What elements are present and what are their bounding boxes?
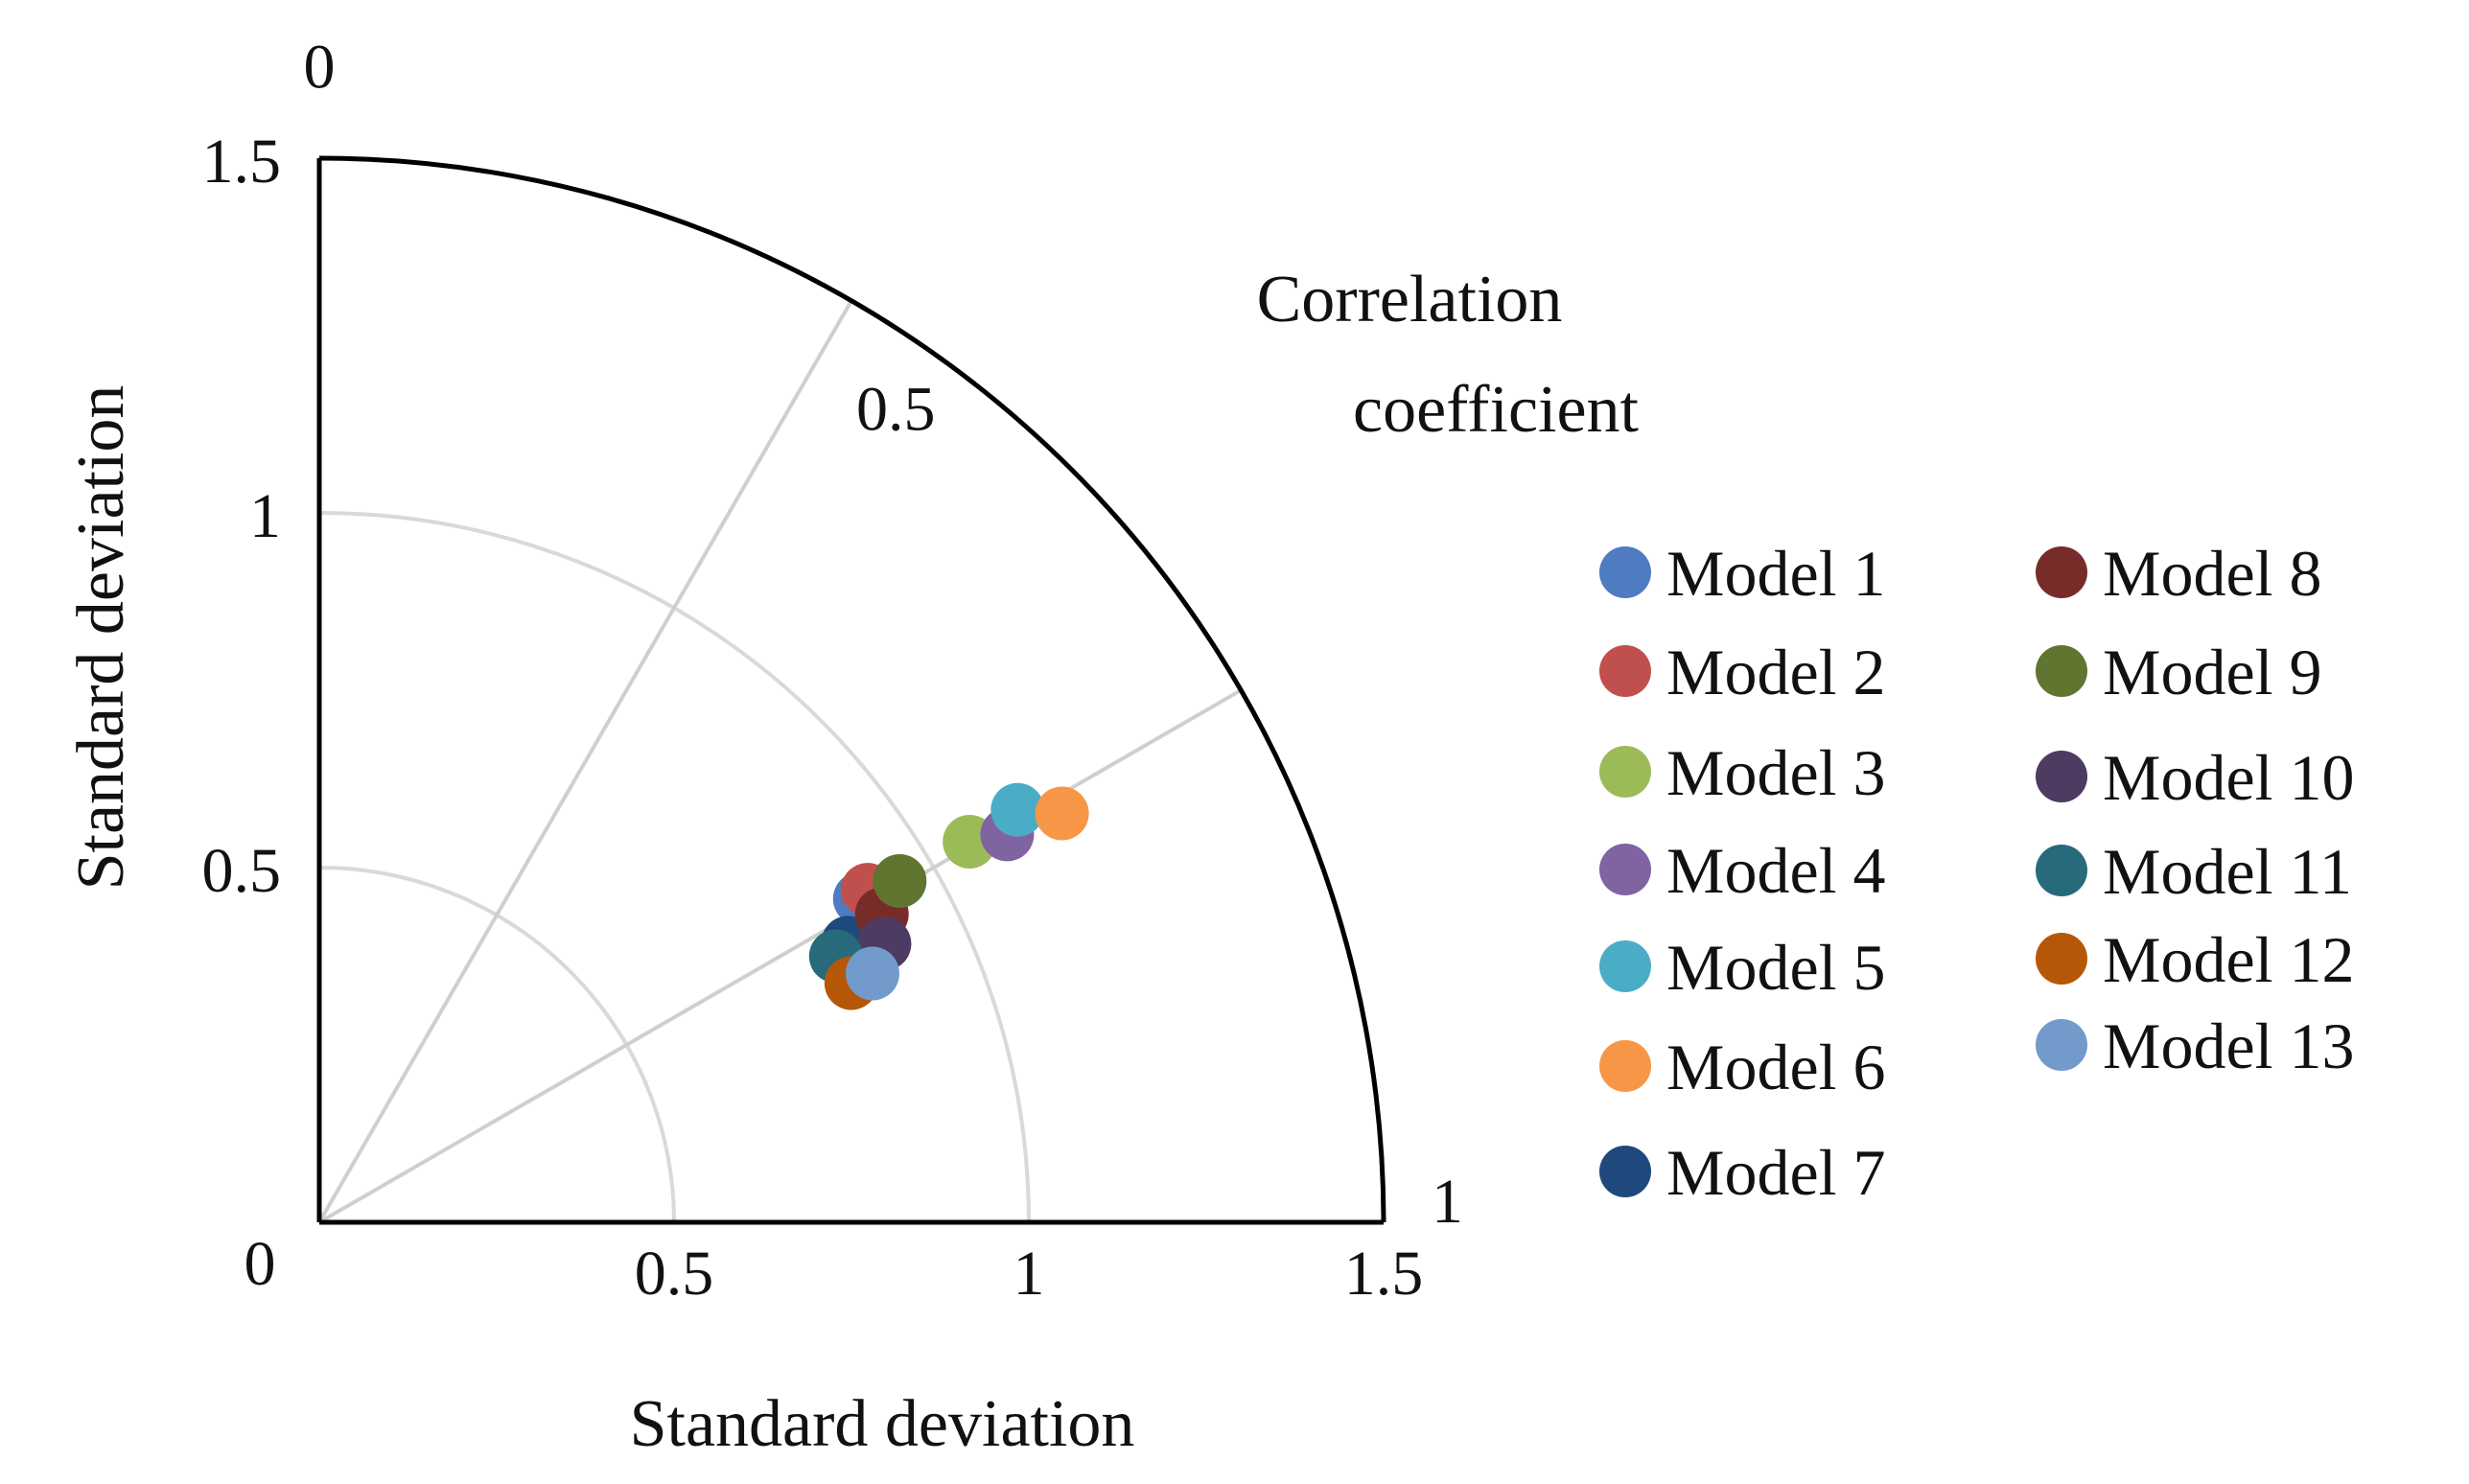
- correlation-axis-title: Correlation: [1257, 263, 1563, 336]
- correlation-gridline: [317, 299, 853, 1223]
- correlation-tick-label: 0: [304, 33, 336, 103]
- legend-marker: [1599, 645, 1651, 697]
- point-model-13: [846, 946, 899, 1001]
- legend-label: Model 8: [2103, 537, 2322, 610]
- legend-label: Model 11: [2103, 835, 2352, 908]
- legend-label: Model 4: [1666, 834, 1886, 907]
- legend-item-model-12: Model 12: [2036, 923, 2355, 996]
- legend-marker: [2036, 933, 2087, 985]
- point-model-5: [990, 782, 1045, 837]
- legend-item-model-10: Model 10: [2036, 741, 2355, 814]
- std-grid-arc: [318, 866, 676, 1223]
- legend-label: Model 3: [1666, 736, 1886, 809]
- legend-marker: [1599, 1040, 1651, 1092]
- legend-marker: [2036, 546, 2087, 598]
- y-axis-title: Standard deviation: [64, 385, 138, 891]
- legend-label: Model 5: [1666, 931, 1886, 1004]
- y-tick-label: 0.5: [202, 836, 282, 906]
- legend-item-model-3: Model 3: [1599, 736, 1886, 809]
- legend-item-model-9: Model 9: [2036, 636, 2322, 708]
- legend-label: Model 2: [1666, 636, 1886, 708]
- outer-arc: [318, 155, 1386, 1223]
- legend-marker: [2036, 751, 2087, 802]
- x-tick-label: 0: [245, 1229, 276, 1299]
- x-tick-label: 1.5: [1344, 1239, 1424, 1309]
- x-tick-label: 1: [1013, 1239, 1045, 1309]
- correlation-gridline: [317, 688, 1243, 1224]
- legend-item-model-1: Model 1: [1599, 537, 1886, 610]
- std-grid-arc: [318, 511, 1031, 1223]
- points-layer: [808, 782, 1089, 1010]
- y-tick-label: 1.5: [202, 127, 282, 197]
- point-model-9: [873, 854, 927, 908]
- legend-marker: [1599, 1146, 1651, 1197]
- x-tick-label: 0.5: [635, 1239, 714, 1309]
- legend-label: Model 7: [1666, 1136, 1886, 1209]
- x-axis-title: Standard deviation: [630, 1387, 1135, 1461]
- point-model-6: [1035, 786, 1089, 841]
- legend-marker: [1599, 844, 1651, 895]
- legend-item-model-11: Model 11: [2036, 835, 2352, 908]
- correlation-tick-label: 1: [1432, 1167, 1463, 1237]
- legend-label: Model 9: [2103, 636, 2322, 708]
- legend-item-model-2: Model 2: [1599, 636, 1886, 708]
- correlation-tick-label: 0.5: [856, 375, 936, 445]
- legend-item-model-8: Model 8: [2036, 537, 2322, 610]
- legend-item-model-6: Model 6: [1599, 1031, 1886, 1103]
- legend-label: Model 12: [2103, 923, 2355, 996]
- legend-item-model-13: Model 13: [2036, 1009, 2355, 1082]
- legend-marker: [1599, 940, 1651, 992]
- y-tick-label: 1: [249, 481, 281, 551]
- legend-marker: [2036, 1019, 2087, 1071]
- legend-marker: [1599, 746, 1651, 798]
- legend-item-model-4: Model 4: [1599, 834, 1886, 907]
- legend-item-model-5: Model 5: [1599, 931, 1886, 1004]
- legend-label: Model 13: [2103, 1009, 2355, 1082]
- legend: Model 1 Model 2 Model 3 Model 4 Model 5 Model…: [1599, 537, 2355, 1209]
- correlation-axis-title: coefficient: [1353, 373, 1640, 447]
- legend-label: Model 1: [1666, 537, 1886, 610]
- frame-layer: [316, 155, 1386, 1225]
- grid-layer: [317, 299, 1243, 1224]
- legend-item-model-7: Model 7: [1599, 1136, 1886, 1209]
- title-layer: Standard deviation Standard deviation Co…: [64, 263, 1640, 1461]
- legend-marker: [2036, 645, 2087, 697]
- legend-marker: [1599, 546, 1651, 598]
- legend-label: Model 10: [2103, 741, 2355, 814]
- legend-label: Model 6: [1666, 1031, 1886, 1103]
- legend-marker: [2036, 845, 2087, 896]
- tick-layer: 0 0.5 1 1.5 0.5 1 1.5 0 0.5 1: [202, 33, 1464, 1309]
